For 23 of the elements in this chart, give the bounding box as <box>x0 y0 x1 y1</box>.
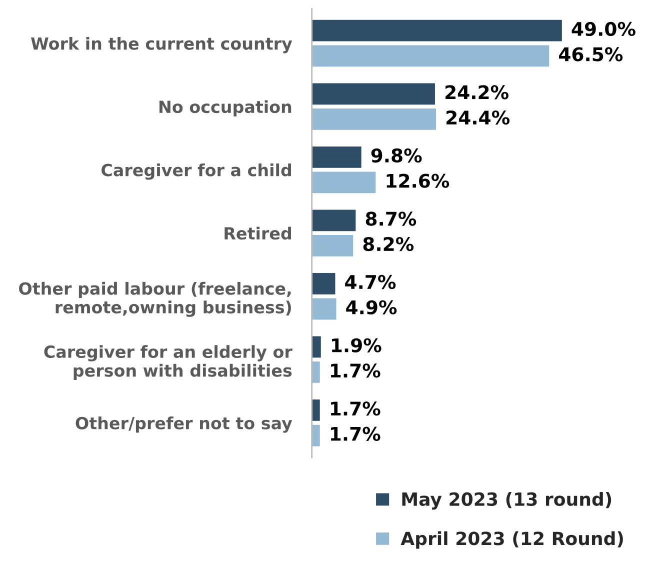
data-label: 9.8% <box>371 148 422 163</box>
y-tick-label: Work in the current country <box>31 36 292 54</box>
data-label: 49.0% <box>572 22 636 36</box>
y-tick-label: Other paid labour (freelance, remote,owning business) <box>19 282 291 317</box>
y-tick-label: Caregiver for a child <box>102 163 292 180</box>
data-label: 4.7% <box>345 274 396 290</box>
data-label: 4.9% <box>346 300 397 314</box>
legend-label: May 2023 (13 round) <box>402 492 612 510</box>
y-tick-label: Caregiver for an elderly or person with disabilities <box>44 345 292 380</box>
data-label: 1.9% <box>332 338 382 352</box>
data-label: 1.7% <box>331 426 380 441</box>
data-label: 46.5% <box>559 47 623 62</box>
data-label: 1.7% <box>331 401 380 416</box>
y-tick-label: No occupation <box>159 100 292 116</box>
y-tick-label: Other/prefer not to say <box>76 416 292 433</box>
data-label: 24.2% <box>446 85 508 100</box>
data-label: 12.6% <box>386 174 450 188</box>
data-label: 1.7% <box>331 364 380 378</box>
data-label: 8.7% <box>366 212 416 226</box>
y-tick-label: Retired <box>224 226 292 240</box>
data-label: 24.4% <box>446 110 510 125</box>
legend-label: April 2023 (12 Round) <box>400 531 623 549</box>
data-label: 8.2% <box>363 236 414 252</box>
